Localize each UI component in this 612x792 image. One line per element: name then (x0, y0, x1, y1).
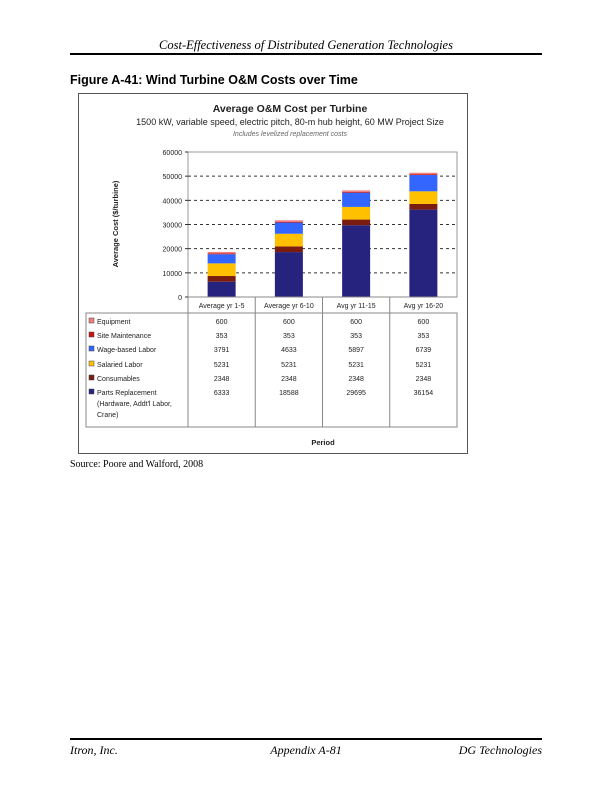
bar-segment (342, 191, 371, 193)
data-label: 353 (283, 333, 295, 340)
data-label: 353 (418, 333, 430, 340)
bar-segment (409, 203, 438, 210)
data-label: 600 (418, 319, 430, 326)
legend-label: Consumables (97, 376, 140, 383)
legend-swatch (88, 345, 95, 352)
bar-segment (409, 174, 438, 176)
y-tick-label: 60000 (163, 150, 183, 157)
y-tick-label: 20000 (163, 247, 183, 254)
data-label: 353 (350, 333, 362, 340)
bar-segment (207, 276, 236, 282)
y-tick-label: 30000 (163, 223, 183, 230)
legend-label: Equipment (97, 319, 131, 326)
bar-segment (342, 225, 371, 297)
header-rule (70, 53, 542, 55)
bar-segment (342, 190, 371, 192)
category-label: Average yr 6-10 (264, 303, 314, 310)
footer-rule (70, 738, 542, 740)
data-label: 2348 (416, 376, 432, 383)
y-tick-label: 50000 (163, 174, 183, 181)
footer-center: Appendix A-81 (270, 743, 342, 757)
legend-swatch (88, 374, 95, 381)
chart: Average O&M Cost per Turbine 1500 kW, var… (78, 93, 468, 454)
data-label: 5231 (348, 362, 364, 369)
data-label: 6739 (416, 347, 432, 354)
y-axis-label: Average Cost ($/turbine) (111, 180, 120, 267)
data-label: 29695 (346, 390, 366, 397)
bar-segment (207, 253, 236, 255)
bar-segment (342, 206, 371, 220)
data-label: 5231 (214, 362, 230, 369)
chart-title: Average O&M Cost per Turbine (213, 103, 368, 115)
legend-label: Crane) (97, 412, 118, 419)
bar-segment (274, 233, 303, 247)
data-label: 36154 (414, 390, 434, 397)
data-label: 4633 (281, 347, 297, 354)
bar-segment (409, 172, 438, 175)
legend-label: Wage-based Labor (97, 347, 157, 354)
running-header: Cost-Effectiveness of Distributed Genera… (159, 38, 453, 52)
data-label: 2348 (214, 376, 230, 383)
legend-swatch (88, 317, 95, 324)
bar-segment (409, 191, 438, 204)
data-label: 353 (216, 333, 228, 340)
chart-note: Includes levelized replacement costs (233, 131, 348, 138)
legend-swatch (88, 388, 95, 395)
data-label: 2348 (348, 376, 364, 383)
legend-label: Site Maintenance (97, 333, 151, 340)
bar-segment (207, 263, 236, 277)
y-tick-label: 10000 (163, 271, 183, 278)
data-label: 5231 (416, 362, 432, 369)
category-label: Avg yr 16-20 (404, 303, 444, 310)
bar-segment (274, 221, 303, 223)
bar-segment (409, 175, 438, 192)
bar-segment (342, 192, 371, 207)
legend-label: (Hardware, Addt'l Labor, (97, 401, 172, 408)
data-label: 2348 (281, 376, 297, 383)
data-label: 6333 (214, 390, 230, 397)
category-label: Avg yr 11-15 (337, 303, 376, 310)
legend-swatch (88, 360, 95, 367)
bar-segment (342, 219, 371, 226)
bar-segment (409, 209, 438, 297)
bar-segment (207, 254, 236, 264)
y-tick-label: 0 (178, 295, 182, 302)
bar-segment (274, 246, 303, 253)
bar-segment (274, 220, 303, 222)
category-label: Average yr 1-5 (199, 303, 245, 310)
bar-segment (207, 251, 236, 254)
data-label: 5897 (348, 347, 364, 354)
legend-label: Parts Replacement (97, 390, 157, 397)
footer-left: Itron, Inc. (70, 743, 118, 757)
bar-segment (274, 252, 303, 297)
legend-label: Salaried Labor (97, 362, 143, 369)
footer-right: DG Technologies (458, 743, 542, 757)
data-label: 600 (283, 319, 295, 326)
y-tick-label: 40000 (163, 198, 183, 205)
x-axis-label: Period (311, 438, 335, 447)
legend-swatch (88, 331, 95, 338)
data-label: 5231 (281, 362, 297, 369)
bar-segment (207, 281, 236, 297)
chart-subtitle: 1500 kW, variable speed, electric pitch,… (136, 117, 444, 127)
data-label: 18588 (279, 390, 299, 397)
data-label: 600 (350, 319, 362, 326)
bar-segment (274, 222, 303, 234)
figure-caption: Figure A-41: Wind Turbine O&M Costs over… (70, 73, 358, 87)
data-label: 600 (216, 319, 228, 326)
figure-source: Source: Poore and Walford, 2008 (70, 459, 204, 470)
data-label: 3791 (214, 347, 230, 354)
